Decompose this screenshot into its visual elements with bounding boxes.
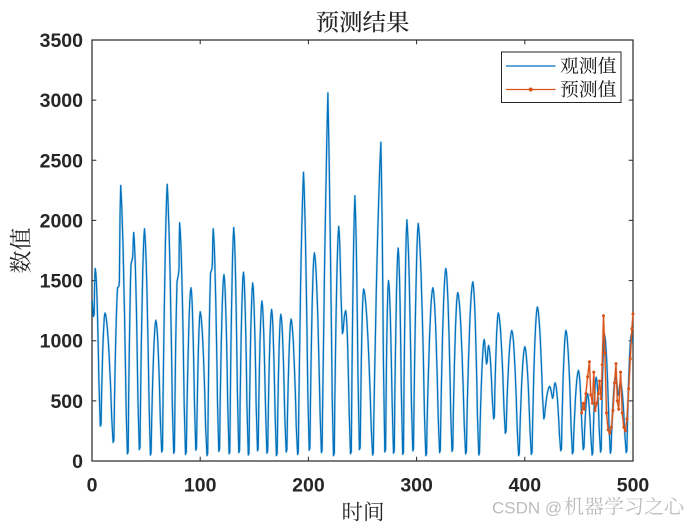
svg-text:1500: 1500	[40, 271, 84, 293]
svg-text:3500: 3500	[40, 30, 84, 52]
svg-text:CSDN @: CSDN @	[492, 499, 562, 518]
svg-text:100: 100	[184, 475, 217, 497]
svg-text:200: 200	[292, 475, 325, 497]
svg-text:500: 500	[617, 475, 650, 497]
svg-text:2500: 2500	[40, 150, 84, 172]
svg-text:1000: 1000	[40, 331, 84, 353]
svg-text:3000: 3000	[40, 90, 84, 112]
svg-text:500: 500	[50, 391, 83, 413]
svg-text:2000: 2000	[40, 210, 84, 232]
svg-text:0: 0	[87, 475, 98, 497]
svg-text:0: 0	[72, 451, 83, 473]
svg-text:300: 300	[400, 475, 433, 497]
svg-text:400: 400	[509, 475, 542, 497]
